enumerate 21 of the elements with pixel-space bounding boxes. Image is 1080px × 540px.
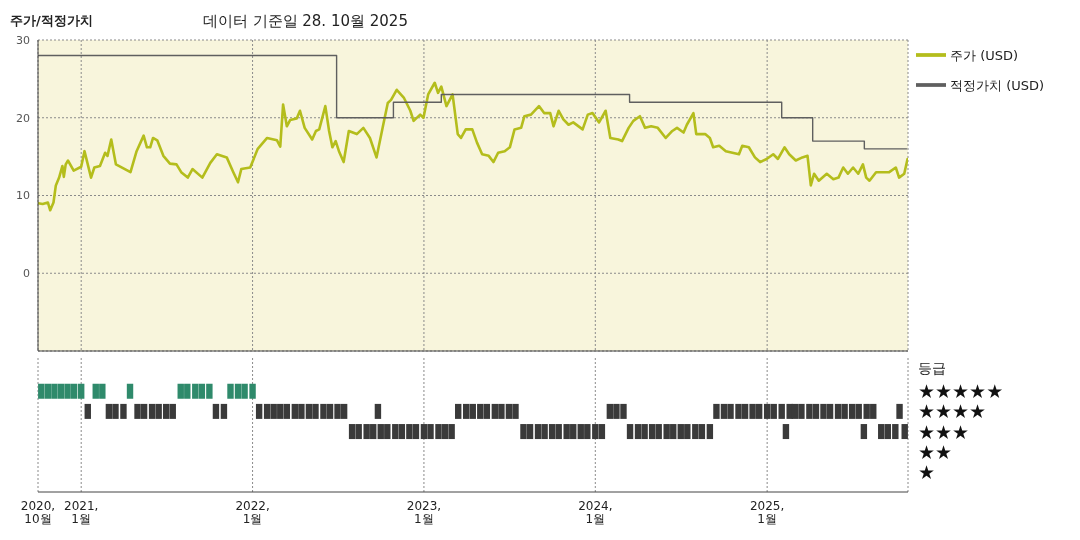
x-tick-label: 2021,1월 (64, 498, 99, 527)
x-tick-label: 2025,1월 (749, 498, 785, 527)
text: ★★★ (918, 420, 970, 443)
chart-title: 주가/적정가치 (10, 12, 93, 30)
y-tick-label: 10 (16, 189, 30, 203)
x-tick-label: 2023,1월 (406, 498, 442, 527)
y-tick-label: 30 (16, 33, 30, 47)
legend-label: 적정가치 (USD) (950, 77, 1045, 93)
y-tick-label: 0 (23, 267, 30, 281)
x-tick-label: 2020,10월 (20, 498, 56, 527)
text: ★★ (918, 440, 953, 463)
text: ★★★★★ (918, 380, 1004, 403)
text: ★ (918, 460, 936, 483)
line-series (38, 81, 908, 212)
text: ★★★★ (918, 400, 987, 423)
y-tick-label: 20 (16, 111, 30, 125)
y-axis-title: 등급 (918, 360, 946, 378)
legend-label: 주가 (USD) (950, 47, 1019, 63)
x-tick-label: 2022,1월 (235, 498, 270, 527)
x-tick-label: 2024,1월 (578, 498, 613, 527)
chart-subtitle: 데이터 기준일 28. 10월 2025 (202, 11, 408, 31)
